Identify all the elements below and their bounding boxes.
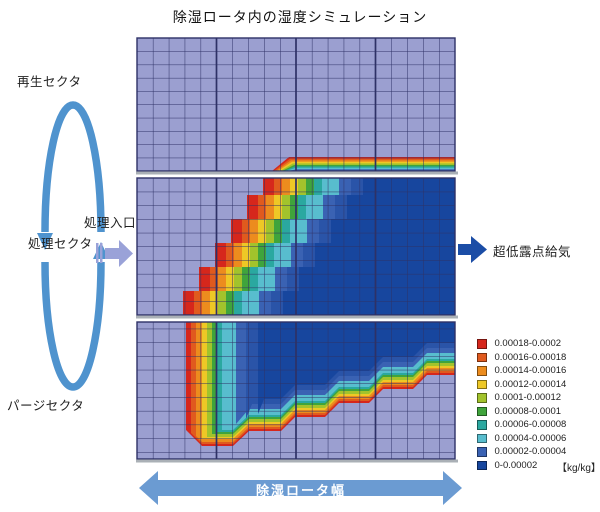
legend-label: 0.0001-0.00012: [494, 392, 562, 404]
legend-item: 0.00008-0.0001: [477, 405, 566, 419]
supply-air-arrow-icon: [452, 236, 487, 263]
panel3-border: [136, 321, 456, 460]
legend-item: 0.00014-0.00016: [477, 364, 566, 378]
legend-swatch: [477, 379, 487, 389]
legend-item: 0.0001-0.00012: [477, 391, 566, 405]
panel2-major-lines: [215, 178, 377, 315]
legend-swatch: [477, 406, 487, 416]
inlet-arrow-body: [105, 248, 119, 259]
legend-label: 0.00006-0.00008: [494, 419, 567, 431]
legend-swatch: [477, 352, 487, 362]
panel1-major-lines: [215, 38, 377, 171]
panel1-shadow: [136, 171, 458, 175]
panel2-border: [136, 177, 456, 316]
legend-item: 0.00016-0.00018: [477, 351, 566, 365]
panel1-border: [136, 37, 456, 172]
legend-item: 0-0.00002: [477, 459, 566, 473]
legend-label: 0.00004-0.00006: [494, 432, 567, 444]
inlet-arrow-head: [119, 240, 133, 267]
panel3-shadow: [136, 459, 458, 463]
label-process-inlet: 処理入口: [84, 216, 137, 230]
label-regeneration-sector: 再生セクタ: [17, 75, 82, 89]
legend-swatch: [477, 420, 487, 430]
legend-item: 0.00002-0.00004: [477, 445, 566, 459]
label-rotor-width: 除湿ロータ幅: [255, 483, 346, 498]
inlet-bar: [96, 243, 99, 263]
legend-swatch: [477, 447, 487, 457]
inlet-bar: [100, 243, 103, 263]
cycle-top-arc: [41, 101, 105, 233]
legend-label: 0.00012-0.00014: [494, 378, 567, 390]
legend-label: 0.00002-0.00004: [494, 446, 567, 458]
legend: 0.00018-0.0002 0.00016-0.00018 0.00014-0.0…: [477, 337, 566, 472]
legend-label: 0.00018-0.0002: [494, 338, 562, 350]
cycle-bottom-arc: [41, 261, 105, 391]
legend-item: 0.00004-0.00006: [477, 432, 566, 446]
outlet-arrow-head: [471, 236, 487, 263]
legend-label: 0.00016-0.00018: [494, 351, 567, 363]
rotor-panel-purge: [136, 321, 458, 463]
outlet-arrow-body: [458, 244, 471, 255]
legend-swatch: [477, 460, 487, 470]
legend-item: 0.00012-0.00014: [477, 378, 566, 392]
legend-unit: 【kg/kg】: [557, 463, 600, 474]
legend-label: 0-0.00002: [494, 459, 538, 471]
label-purge-sector: パージセクタ: [7, 399, 85, 413]
legend-item: 0.00006-0.00008: [477, 418, 566, 432]
legend-swatch: [477, 393, 487, 403]
process-inlet-arrow-icon: [96, 240, 133, 267]
cycle-down-arrowhead-icon: [37, 233, 53, 250]
panel3-major-lines: [215, 322, 377, 459]
rotor-width-arrow: [139, 471, 462, 505]
figure-title: 除湿ロータ内の湿度シミュレーション: [172, 9, 428, 25]
legend-item: 0.00018-0.0002: [477, 337, 566, 351]
label-process-sector: 処理セクタ: [28, 237, 93, 251]
label-supply-air: 超低露点給気: [493, 245, 572, 259]
rotor-panel-regeneration: [136, 37, 458, 175]
legend-swatch: [477, 366, 487, 376]
legend-swatch: [477, 433, 487, 443]
rotor-panel-process: [136, 177, 458, 319]
legend-label: 0.00014-0.00016: [494, 365, 567, 377]
panel2-shadow: [136, 315, 458, 319]
legend-items: 0.00018-0.0002 0.00016-0.00018 0.00014-0.0…: [477, 337, 566, 472]
legend-label: 0.00008-0.0001: [494, 405, 562, 417]
legend-swatch: [477, 339, 487, 349]
